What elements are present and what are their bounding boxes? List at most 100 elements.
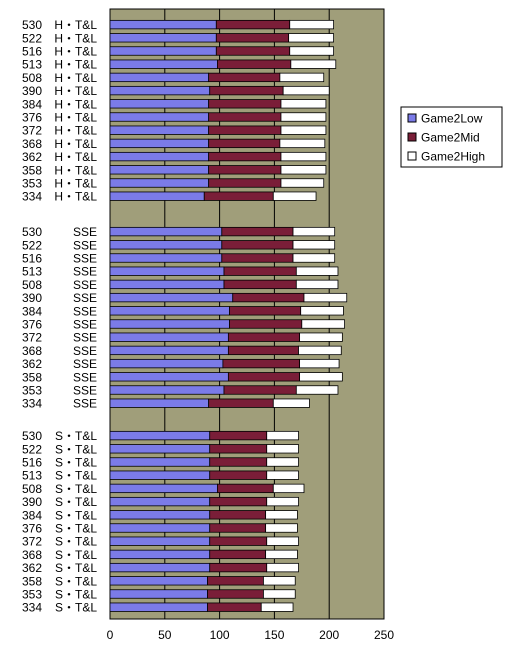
bar-segment-game2mid bbox=[209, 549, 267, 560]
bar-segment-game2high bbox=[265, 549, 298, 560]
bar-segment-game2high bbox=[280, 99, 327, 109]
category-number-label: 372 bbox=[22, 331, 42, 345]
bar-segment-game2low bbox=[109, 85, 211, 96]
category-number-label: 508 bbox=[22, 482, 42, 496]
bar-segment-game2low bbox=[109, 562, 211, 573]
bar-segment-game2low bbox=[109, 589, 208, 599]
bar-segment-game2mid bbox=[227, 372, 301, 382]
bar-segment-game2mid bbox=[222, 358, 301, 369]
category-group-label: S・T&L bbox=[55, 561, 97, 575]
bar-segment-game2low bbox=[109, 178, 210, 188]
bar-segment-game2high bbox=[280, 178, 325, 188]
category-group-label: S・T&L bbox=[55, 495, 97, 509]
x-tick-label: 200 bbox=[319, 628, 339, 642]
bar-segment-game2mid bbox=[215, 33, 290, 43]
category-group-label: SSE bbox=[73, 370, 97, 384]
bar-segment-game2mid bbox=[227, 332, 301, 342]
bar-segment-game2high bbox=[272, 398, 310, 408]
category-number-label: 376 bbox=[22, 318, 42, 332]
bar-segment-game2low bbox=[109, 523, 211, 533]
bar-segment-game2mid bbox=[209, 457, 268, 467]
bar-segment-game2low bbox=[109, 576, 208, 586]
bar-segment-game2mid bbox=[229, 306, 302, 316]
category-group-label: H・T&L bbox=[54, 71, 97, 85]
category-group-label: H・T&L bbox=[54, 45, 97, 59]
bar-segment-game2mid bbox=[203, 191, 274, 201]
legend-label-game2mid: Game2Mid bbox=[421, 131, 480, 145]
bar-segment-game2mid bbox=[208, 398, 274, 408]
bar-segment-game2mid bbox=[221, 226, 294, 237]
category-number-label: 362 bbox=[22, 150, 42, 164]
bars bbox=[109, 19, 348, 612]
category-group-label: SSE bbox=[73, 304, 97, 318]
category-number-label: 353 bbox=[22, 588, 42, 602]
bar-segment-game2low bbox=[109, 226, 223, 237]
bar-segment-game2mid bbox=[208, 138, 281, 149]
category-number-label: 368 bbox=[22, 344, 42, 358]
bar-segment-game2high bbox=[299, 332, 343, 342]
category-group-label: H・T&L bbox=[54, 177, 97, 191]
bar-segment-game2high bbox=[266, 496, 299, 507]
bar-segment-game2low bbox=[109, 602, 208, 612]
category-number-label: 384 bbox=[22, 508, 42, 522]
bar-segment-game2high bbox=[263, 589, 296, 599]
category-number-label: 353 bbox=[22, 384, 42, 398]
category-number-label: 390 bbox=[22, 291, 42, 305]
bar-segment-game2low bbox=[109, 536, 211, 546]
category-group-label: S・T&L bbox=[55, 574, 97, 588]
bar-segment-game2low bbox=[109, 385, 225, 395]
bar-segment-game2high bbox=[300, 306, 344, 316]
bar-segment-game2high bbox=[295, 279, 339, 290]
bar-segment-game2high bbox=[272, 191, 317, 201]
bar-segment-game2low bbox=[109, 398, 210, 408]
category-group-label: S・T&L bbox=[55, 522, 97, 536]
bar-segment-game2mid bbox=[207, 589, 264, 599]
category-number-label: 508 bbox=[22, 278, 42, 292]
category-number-label: 390 bbox=[22, 495, 42, 509]
category-group-label: H・T&L bbox=[54, 150, 97, 164]
category-number-label: 508 bbox=[22, 71, 42, 85]
bar-segment-game2high bbox=[288, 33, 334, 43]
category-group-label: H・T&L bbox=[54, 190, 97, 204]
legend-label-game2high: Game2High bbox=[421, 150, 485, 164]
category-number-label: 376 bbox=[22, 522, 42, 536]
bar-segment-game2low bbox=[109, 279, 225, 290]
bar-segment-game2high bbox=[266, 470, 299, 480]
bar-segment-game2low bbox=[109, 510, 211, 520]
bar-segment-game2mid bbox=[209, 523, 267, 533]
category-group-label: S・T&L bbox=[55, 601, 97, 615]
bar-segment-game2mid bbox=[208, 112, 282, 122]
category-group-label: SSE bbox=[73, 265, 97, 279]
category-number-label: 516 bbox=[22, 45, 42, 59]
category-number-label: 334 bbox=[22, 397, 42, 411]
bar-segment-game2mid bbox=[208, 125, 282, 135]
bar-segment-game2high bbox=[292, 253, 336, 263]
category-number-label: 522 bbox=[22, 31, 42, 45]
category-group-label: H・T&L bbox=[54, 111, 97, 125]
bar-segment-game2high bbox=[272, 483, 305, 494]
bar-segment-game2mid bbox=[223, 266, 297, 276]
bar-segment-game2mid bbox=[227, 345, 299, 356]
category-number-label: 513 bbox=[22, 265, 42, 279]
bar-segment-game2low bbox=[109, 358, 224, 369]
bar-segment-game2high bbox=[266, 430, 299, 441]
bar-segment-game2low bbox=[109, 72, 210, 83]
category-number-label: 358 bbox=[22, 163, 42, 177]
category-group-label: S・T&L bbox=[55, 548, 97, 562]
bar-segment-game2high bbox=[282, 85, 330, 96]
bar-segment-game2low bbox=[109, 99, 210, 109]
bar-segment-game2mid bbox=[215, 19, 291, 30]
bar-segment-game2low bbox=[109, 372, 229, 382]
bar-segment-game2mid bbox=[223, 385, 297, 395]
category-group-label: SSE bbox=[73, 252, 97, 266]
category-number-label: 513 bbox=[22, 469, 42, 483]
bar-segment-game2low bbox=[109, 138, 210, 149]
category-group-label: S・T&L bbox=[55, 535, 97, 549]
bar-segment-game2high bbox=[266, 444, 299, 454]
bar-segment-game2mid bbox=[209, 444, 268, 454]
bar-segment-game2high bbox=[280, 165, 327, 175]
category-group-label: SSE bbox=[73, 384, 97, 398]
category-number-label: 376 bbox=[22, 111, 42, 125]
bar-segment-game2high bbox=[299, 358, 340, 369]
bar-segment-game2mid bbox=[223, 279, 297, 290]
